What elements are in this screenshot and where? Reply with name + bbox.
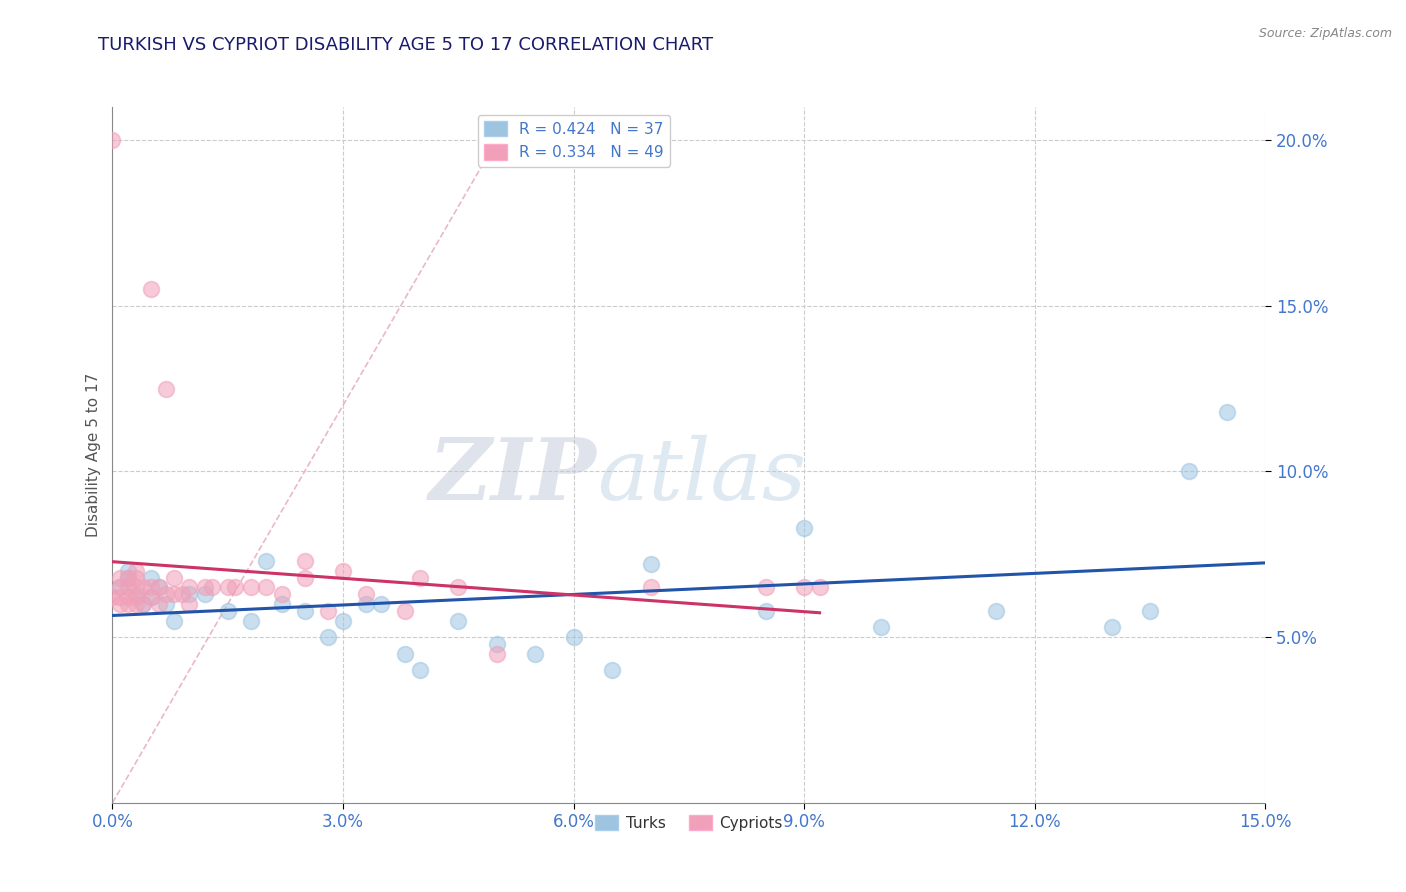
Point — [755, 581, 778, 595]
Point — [132, 581, 155, 595]
Point — [155, 382, 177, 396]
Point — [117, 597, 139, 611]
Point — [1139, 604, 1161, 618]
Point — [163, 614, 186, 628]
Point — [1101, 620, 1123, 634]
Point — [124, 591, 146, 605]
Point — [354, 587, 377, 601]
Point — [224, 581, 246, 595]
Point — [179, 581, 201, 595]
Point — [155, 587, 177, 601]
Point — [409, 663, 432, 677]
Point — [239, 581, 262, 595]
Point — [101, 591, 124, 605]
Point — [108, 581, 131, 595]
Point — [108, 597, 131, 611]
Point — [194, 587, 217, 601]
Point — [148, 597, 170, 611]
Point — [139, 570, 162, 584]
Point — [485, 647, 508, 661]
Point — [394, 604, 416, 618]
Point — [254, 554, 277, 568]
Point — [139, 591, 162, 605]
Legend: Turks, Cypriots: Turks, Cypriots — [589, 809, 789, 837]
Point — [808, 581, 831, 595]
Point — [124, 570, 146, 584]
Point — [562, 630, 585, 644]
Point — [217, 604, 239, 618]
Point — [986, 604, 1008, 618]
Point — [139, 581, 162, 595]
Point — [170, 587, 193, 601]
Point — [270, 587, 292, 601]
Point — [332, 614, 354, 628]
Point — [155, 597, 177, 611]
Point — [117, 564, 139, 578]
Point — [132, 597, 155, 611]
Point — [447, 614, 470, 628]
Point — [194, 581, 217, 595]
Point — [163, 587, 186, 601]
Point — [485, 637, 508, 651]
Point — [793, 581, 815, 595]
Point — [217, 581, 239, 595]
Point — [294, 570, 316, 584]
Point — [270, 597, 292, 611]
Point — [117, 581, 139, 595]
Point — [370, 597, 392, 611]
Point — [108, 581, 131, 595]
Point — [793, 521, 815, 535]
Point — [1216, 405, 1239, 419]
Point — [132, 597, 155, 611]
Point — [294, 604, 316, 618]
Point — [316, 604, 339, 618]
Point — [179, 597, 201, 611]
Point — [163, 570, 186, 584]
Point — [394, 647, 416, 661]
Point — [108, 570, 131, 584]
Point — [870, 620, 893, 634]
Point — [179, 587, 201, 601]
Point — [524, 647, 547, 661]
Point — [354, 597, 377, 611]
Text: atlas: atlas — [596, 434, 806, 517]
Point — [239, 614, 262, 628]
Point — [108, 591, 131, 605]
Point — [600, 663, 623, 677]
Point — [139, 591, 162, 605]
Point — [201, 581, 224, 595]
Point — [117, 570, 139, 584]
Point — [117, 591, 139, 605]
Point — [124, 597, 146, 611]
Point — [148, 581, 170, 595]
Point — [755, 604, 778, 618]
Point — [640, 581, 662, 595]
Point — [124, 587, 146, 601]
Point — [254, 581, 277, 595]
Text: Source: ZipAtlas.com: Source: ZipAtlas.com — [1258, 27, 1392, 40]
Point — [124, 564, 146, 578]
Point — [124, 581, 146, 595]
Point — [139, 282, 162, 296]
Point — [316, 630, 339, 644]
Point — [409, 570, 432, 584]
Point — [148, 581, 170, 595]
Point — [1177, 465, 1199, 479]
Text: ZIP: ZIP — [429, 434, 596, 517]
Point — [294, 554, 316, 568]
Y-axis label: Disability Age 5 to 17: Disability Age 5 to 17 — [86, 373, 101, 537]
Text: TURKISH VS CYPRIOT DISABILITY AGE 5 TO 17 CORRELATION CHART: TURKISH VS CYPRIOT DISABILITY AGE 5 TO 1… — [98, 36, 714, 54]
Point — [117, 570, 139, 584]
Point — [332, 564, 354, 578]
Point — [101, 133, 124, 147]
Point — [640, 558, 662, 572]
Point — [447, 581, 470, 595]
